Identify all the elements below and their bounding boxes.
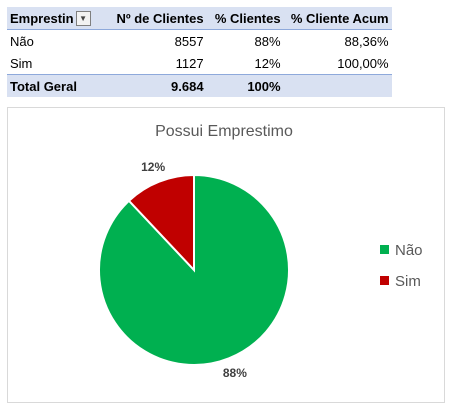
- header-emprestimo[interactable]: Emprestin ▼: [7, 7, 94, 30]
- table-row: Não 8557 88% 88,36%: [7, 30, 392, 53]
- row-count[interactable]: 8557: [174, 33, 204, 49]
- total-pct[interactable]: 100%: [206, 74, 284, 97]
- pie-chart[interactable]: Possui Emprestimo 88% 12% Não Sim: [7, 107, 445, 403]
- legend-label[interactable]: Não: [395, 242, 423, 259]
- pie-slice-sim[interactable]: [127, 173, 195, 273]
- pie-chart-svg: Possui Emprestimo 88% 12% Não Sim: [98, 123, 423, 380]
- total-label[interactable]: Total Geral: [7, 74, 94, 97]
- row-pct[interactable]: 88%: [254, 33, 281, 49]
- total-count[interactable]: 9.684: [93, 74, 207, 97]
- pivot-table: Emprestin ▼ Nº de Clientes % Clientes % …: [7, 7, 392, 97]
- pivot-header-row: Emprestin ▼ Nº de Clientes % Clientes % …: [7, 7, 392, 30]
- header-num-clientes: Nº de Clientes: [93, 7, 207, 30]
- row-label[interactable]: Sim: [10, 55, 33, 71]
- data-label: 88%: [223, 366, 247, 380]
- filter-dropdown-icon[interactable]: ▼: [75, 10, 91, 26]
- row-count[interactable]: 1127: [175, 55, 204, 71]
- row-pct[interactable]: 12%: [254, 55, 281, 71]
- header-pct-clientes: % Clientes: [206, 7, 284, 30]
- header-emprestimo-label: Emprestin: [10, 10, 74, 26]
- chart-title: Possui Emprestimo: [155, 123, 293, 140]
- header-pct-acum: % Cliente Acum: [283, 7, 392, 30]
- data-label: 12%: [141, 160, 165, 174]
- total-acum-empty[interactable]: [283, 74, 392, 97]
- row-acum[interactable]: 100,00%: [337, 55, 389, 71]
- row-acum[interactable]: 88,36%: [344, 33, 389, 49]
- row-label[interactable]: Não: [10, 33, 34, 49]
- legend-swatch: [380, 276, 389, 285]
- total-row: Total Geral 9.684 100%: [7, 74, 392, 97]
- legend-label[interactable]: Sim: [395, 273, 421, 290]
- table-row: Sim 1127 12% 100,00%: [7, 52, 392, 75]
- legend-swatch: [380, 245, 389, 254]
